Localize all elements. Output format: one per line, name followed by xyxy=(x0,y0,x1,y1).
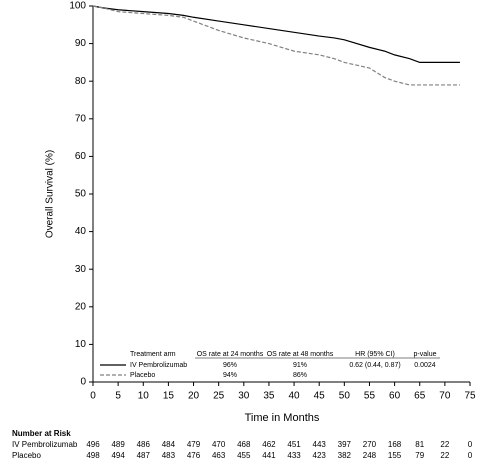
risk-count: 470 xyxy=(212,440,226,449)
x-tick-label: 60 xyxy=(389,391,401,402)
risk-count: 441 xyxy=(262,451,276,460)
legend-header: HR (95% CI) xyxy=(355,351,395,358)
legend-cell: 94% xyxy=(223,372,237,379)
y-tick-label: 20 xyxy=(75,301,87,312)
risk-count: 423 xyxy=(313,451,327,460)
x-tick-label: 45 xyxy=(314,391,326,402)
x-axis-label: Time in Months xyxy=(245,412,320,424)
x-tick-label: 65 xyxy=(414,391,426,402)
risk-count: 22 xyxy=(440,440,449,449)
y-tick-label: 0 xyxy=(80,377,86,388)
risk-count: 382 xyxy=(338,451,352,460)
survival-line xyxy=(92,5,460,64)
x-tick-label: 75 xyxy=(464,391,476,402)
risk-row-label: Placebo xyxy=(12,451,41,460)
risk-count: 484 xyxy=(162,440,176,449)
x-tick-label: 5 xyxy=(115,391,121,402)
risk-title: Number at Risk xyxy=(12,429,71,438)
risk-count: 248 xyxy=(363,451,377,460)
risk-row-label: IV Pembrolizumab xyxy=(12,440,78,449)
x-tick-label: 55 xyxy=(364,391,376,402)
legend-cell: 0.0024 xyxy=(414,362,436,369)
risk-count: 496 xyxy=(86,440,100,449)
x-tick-label: 35 xyxy=(263,391,275,402)
risk-count: 155 xyxy=(388,451,402,460)
risk-count: 479 xyxy=(187,440,201,449)
y-tick-label: 60 xyxy=(75,151,87,162)
legend-header: OS rate at 48 months xyxy=(267,351,334,358)
risk-count: 489 xyxy=(111,440,125,449)
y-tick-label: 100 xyxy=(69,1,86,12)
risk-count: 0 xyxy=(468,451,473,460)
x-tick-label: 50 xyxy=(339,391,351,402)
risk-count: 462 xyxy=(262,440,276,449)
risk-count: 22 xyxy=(440,451,449,460)
risk-count: 487 xyxy=(137,451,151,460)
risk-count: 455 xyxy=(237,451,251,460)
x-tick-label: 70 xyxy=(439,391,451,402)
y-axis-label: Overall Survival (%) xyxy=(45,150,56,238)
y-tick-label: 90 xyxy=(75,38,87,49)
x-tick-label: 25 xyxy=(213,391,225,402)
legend-cell: 96% xyxy=(223,362,237,369)
x-tick-label: 30 xyxy=(238,391,250,402)
legend-header: p-value xyxy=(414,351,437,358)
x-tick-label: 10 xyxy=(138,391,150,402)
y-tick-label: 10 xyxy=(75,339,87,350)
risk-count: 498 xyxy=(86,451,100,460)
x-tick-label: 0 xyxy=(90,391,96,402)
risk-count: 270 xyxy=(363,440,377,449)
x-tick-label: 15 xyxy=(163,391,175,402)
risk-count: 476 xyxy=(187,451,201,460)
risk-count: 443 xyxy=(313,440,327,449)
legend-cell: 0.62 (0.44, 0.87) xyxy=(349,362,400,369)
y-tick-label: 70 xyxy=(75,113,87,124)
risk-count: 463 xyxy=(212,451,226,460)
legend-cell: 86% xyxy=(293,372,307,379)
survival-line xyxy=(92,5,460,86)
risk-count: 81 xyxy=(415,440,424,449)
y-tick-label: 80 xyxy=(75,76,87,87)
y-tick-label: 30 xyxy=(75,264,87,275)
risk-count: 494 xyxy=(111,451,125,460)
risk-count: 0 xyxy=(468,440,473,449)
risk-count: 397 xyxy=(338,440,352,449)
legend-header: OS rate at 24 months xyxy=(197,351,264,358)
legend-label: IV Pembrolizumab xyxy=(130,362,187,369)
x-tick-label: 20 xyxy=(188,391,200,402)
x-tick-label: 40 xyxy=(289,391,301,402)
legend-label: Placebo xyxy=(130,372,155,379)
risk-count: 486 xyxy=(137,440,151,449)
risk-count: 79 xyxy=(415,451,424,460)
y-tick-label: 50 xyxy=(75,189,87,200)
risk-count: 168 xyxy=(388,440,402,449)
risk-count: 451 xyxy=(287,440,301,449)
legend-cell: 91% xyxy=(293,362,307,369)
risk-count: 483 xyxy=(162,451,176,460)
risk-count: 468 xyxy=(237,440,251,449)
risk-count: 433 xyxy=(287,451,301,460)
y-tick-label: 40 xyxy=(75,226,87,237)
legend-header: Treatment arm xyxy=(130,351,176,358)
